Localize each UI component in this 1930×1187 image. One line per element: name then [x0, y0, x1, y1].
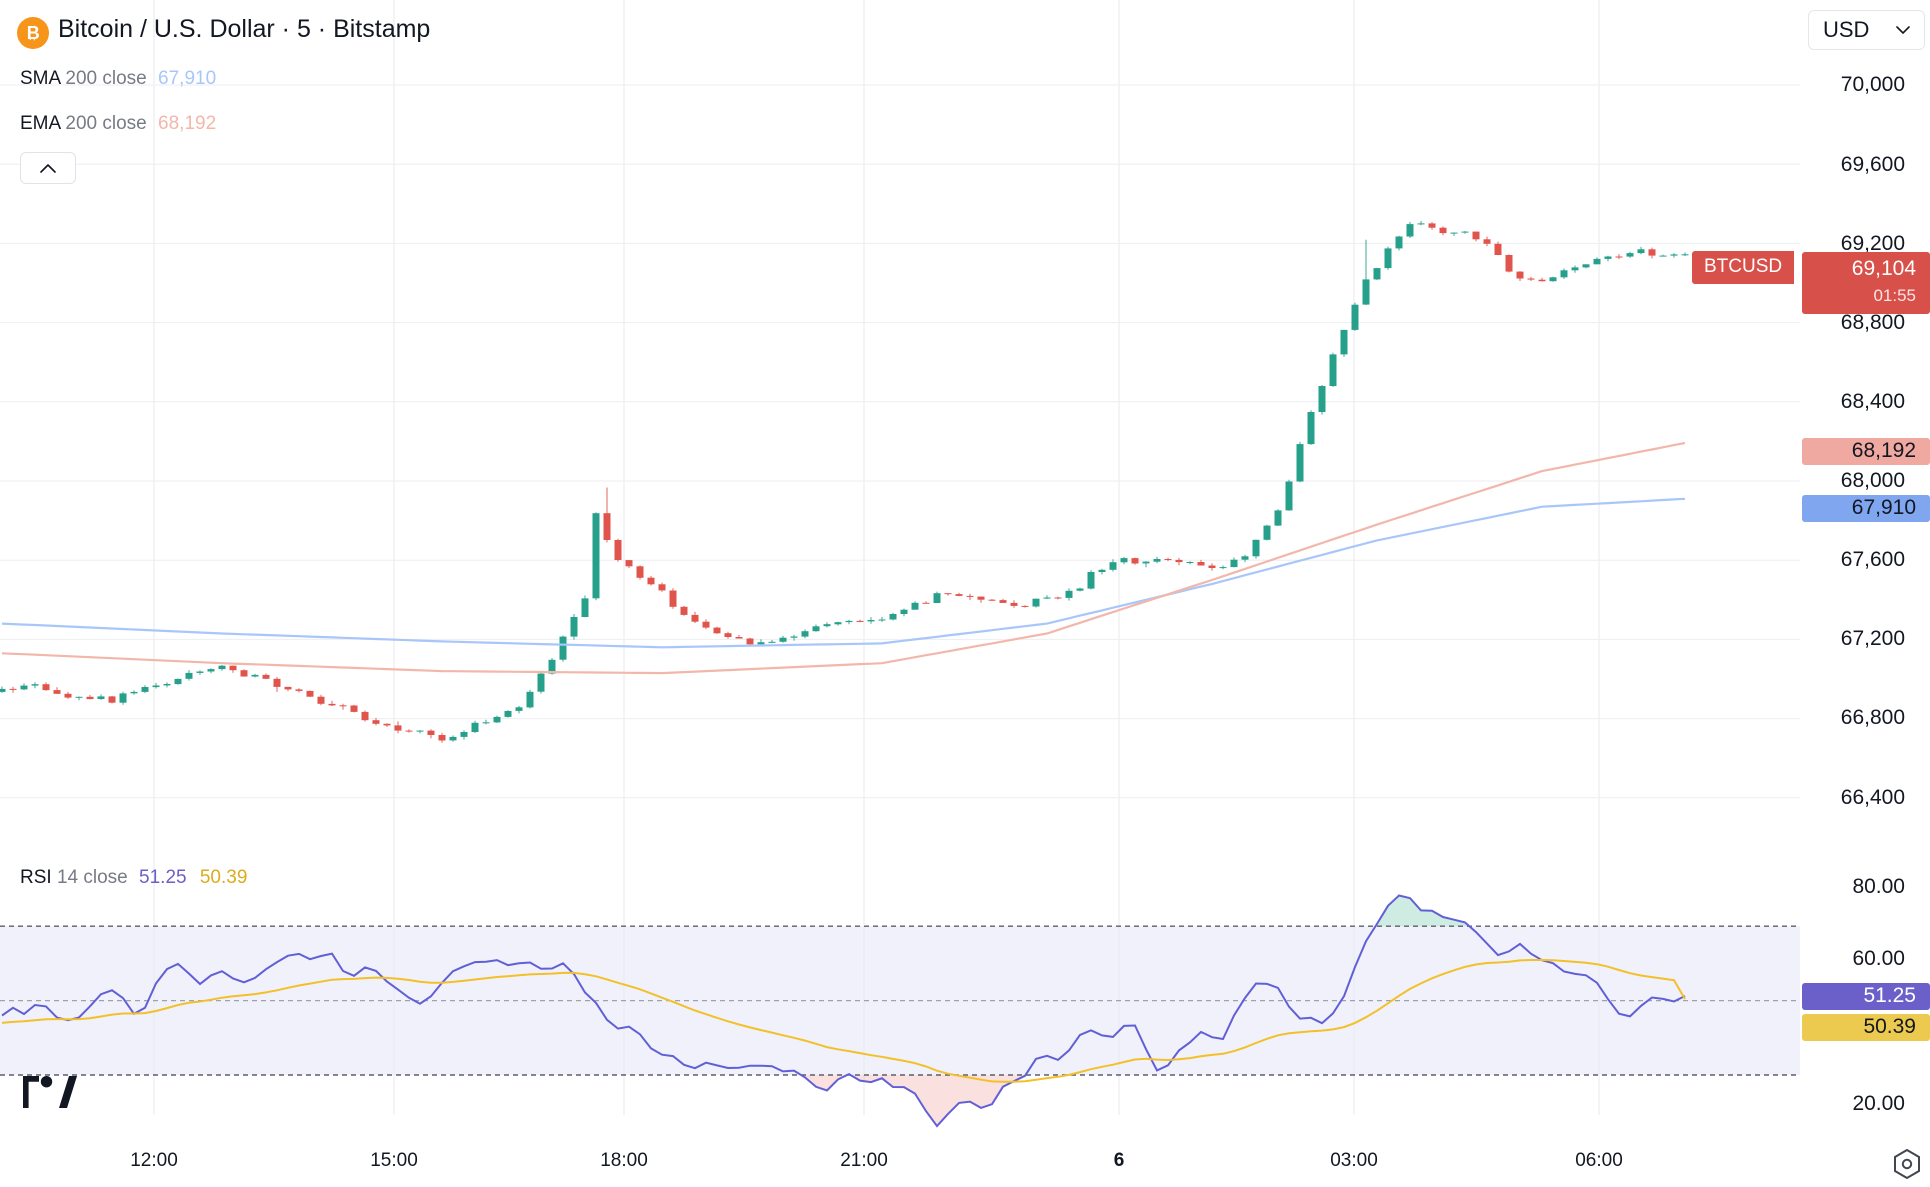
svg-text:B: B [27, 23, 40, 43]
